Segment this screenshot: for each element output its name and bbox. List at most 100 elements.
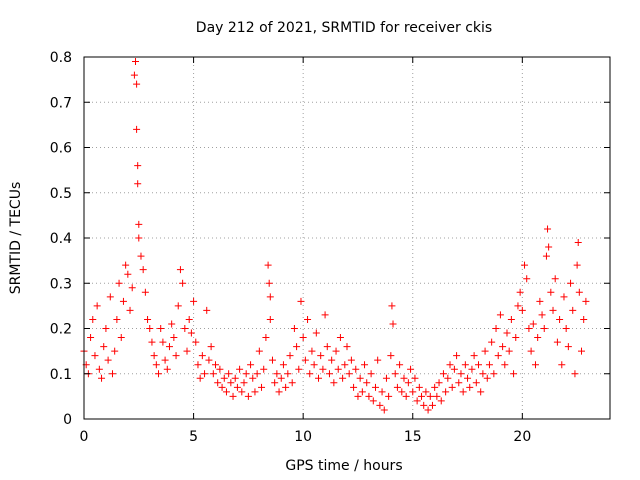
y-tick-label: 0.2	[50, 322, 72, 338]
data-point	[277, 374, 285, 382]
data-point	[265, 279, 273, 287]
data-point	[578, 347, 586, 355]
data-point	[146, 325, 154, 332]
data-point	[119, 297, 127, 305]
data-point	[407, 365, 415, 373]
data-point	[545, 243, 553, 251]
data-point	[560, 293, 568, 301]
data-point	[389, 320, 397, 328]
data-point	[422, 388, 430, 396]
data-point	[435, 379, 443, 387]
data-point	[461, 361, 469, 369]
y-tick-label: 0.4	[50, 231, 72, 247]
data-point	[551, 275, 559, 283]
data-point	[290, 325, 298, 332]
data-point	[556, 315, 564, 323]
data-point	[490, 370, 498, 378]
data-point	[135, 220, 143, 228]
data-point	[242, 370, 250, 378]
data-point	[505, 347, 513, 355]
data-point	[150, 352, 158, 360]
data-point	[361, 361, 369, 369]
y-tick-label: 0.1	[50, 367, 72, 383]
data-point	[310, 361, 318, 369]
data-point	[356, 374, 364, 382]
data-point	[185, 315, 193, 323]
data-point	[172, 352, 180, 360]
data-point	[424, 406, 432, 414]
data-point	[367, 370, 375, 378]
data-point	[87, 334, 95, 342]
data-point	[540, 325, 548, 332]
data-point	[450, 365, 458, 373]
data-point	[376, 401, 384, 409]
data-point	[299, 334, 307, 342]
data-point	[297, 297, 305, 305]
data-point	[134, 180, 142, 188]
data-point	[402, 392, 410, 400]
data-point	[236, 365, 244, 373]
data-point	[391, 370, 399, 378]
data-point	[518, 306, 526, 314]
data-point	[227, 379, 235, 387]
data-point	[174, 302, 182, 310]
data-point	[126, 306, 134, 314]
data-point	[567, 279, 575, 287]
data-point	[415, 383, 423, 391]
data-point	[464, 374, 472, 382]
data-point	[510, 370, 518, 378]
data-point	[295, 365, 303, 373]
data-point	[574, 239, 582, 247]
x-tick-labels: 0 5 10 15 20	[80, 429, 532, 445]
data-point	[354, 392, 362, 400]
data-point	[562, 325, 570, 332]
data-point	[93, 302, 101, 310]
data-point	[108, 370, 116, 378]
data-point	[332, 347, 340, 355]
data-point	[369, 397, 377, 405]
data-point	[439, 370, 447, 378]
data-point	[468, 365, 476, 373]
data-point	[165, 343, 173, 351]
data-point	[194, 361, 202, 369]
data-point	[301, 356, 309, 364]
data-point	[229, 392, 237, 400]
data-point	[244, 392, 252, 400]
data-point	[455, 379, 463, 387]
data-point	[334, 365, 342, 373]
data-point	[282, 383, 290, 391]
data-point	[393, 383, 401, 391]
data-point	[523, 275, 531, 283]
data-point	[479, 370, 487, 378]
data-point	[122, 261, 130, 269]
data-point	[100, 343, 108, 351]
data-point	[358, 388, 366, 396]
data-point	[106, 293, 114, 301]
data-point	[91, 352, 99, 360]
data-point	[161, 356, 169, 364]
data-point	[521, 261, 529, 269]
data-point	[190, 297, 198, 305]
data-point	[363, 379, 371, 387]
data-point	[398, 388, 406, 396]
data-point	[347, 356, 355, 364]
data-point	[137, 252, 145, 260]
data-point	[306, 370, 314, 378]
data-point	[315, 374, 323, 382]
data-point	[220, 374, 228, 382]
data-point	[152, 361, 160, 369]
data-point	[286, 352, 294, 360]
data-point	[155, 370, 163, 378]
data-point	[304, 315, 312, 323]
data-point	[323, 343, 331, 351]
data-point	[558, 361, 566, 369]
data-point	[264, 261, 272, 269]
data-point	[413, 397, 421, 405]
data-point	[571, 370, 579, 378]
data-point	[544, 225, 552, 233]
data-point	[339, 374, 347, 382]
data-point	[396, 361, 404, 369]
data-point	[157, 325, 165, 332]
data-point	[205, 356, 213, 364]
